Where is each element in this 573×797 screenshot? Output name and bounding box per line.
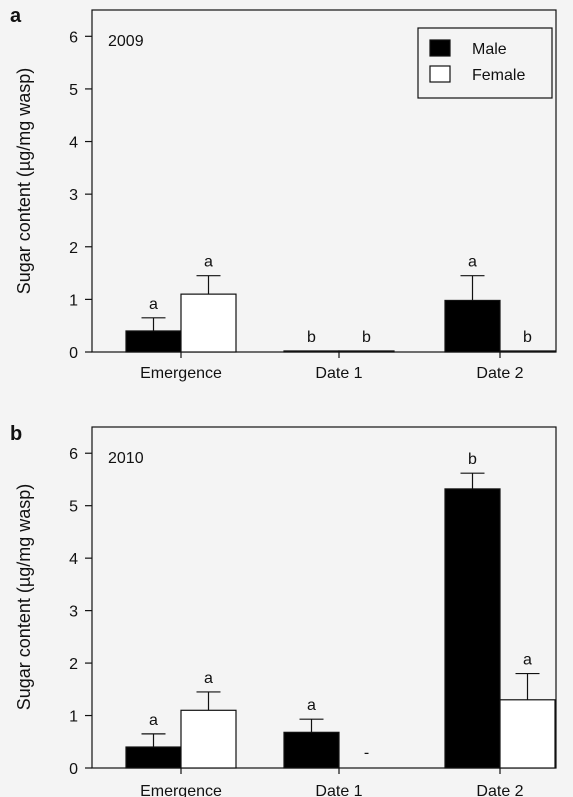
bar-female (499, 350, 556, 353)
y-tick-label: 3 (69, 187, 78, 204)
bar-male (125, 330, 182, 353)
significance-letter: a (204, 254, 213, 271)
significance-letter: a (468, 254, 477, 271)
panel-label: a (10, 5, 22, 27)
x-category-label: Emergence (140, 365, 222, 382)
significance-letter: a (307, 697, 316, 714)
y-axis-label: Sugar content (µg/mg wasp) (14, 68, 34, 294)
year-annotation: 2009 (108, 33, 144, 50)
y-axis-label: Sugar content (µg/mg wasp) (14, 484, 34, 710)
x-category-label: Date 1 (315, 783, 362, 797)
y-tick-label: 4 (69, 551, 78, 568)
legend-box (417, 27, 553, 99)
y-tick-label: 0 (69, 761, 78, 778)
significance-letter: b (523, 329, 532, 346)
legend-swatch-female (429, 65, 451, 83)
significance-letter: b (468, 451, 477, 468)
y-tick-label: 6 (69, 29, 78, 46)
y-tick-label: 5 (69, 499, 78, 516)
significance-letter: a (523, 652, 532, 669)
bar-male (283, 350, 340, 353)
legend-label: Male (472, 41, 507, 58)
significance-letter: a (149, 296, 158, 313)
significance-letter: b (307, 329, 316, 346)
x-category-label: Date 2 (476, 783, 523, 797)
y-tick-label: 1 (69, 292, 78, 309)
y-tick-label: 4 (69, 135, 78, 152)
y-tick-label: 5 (69, 82, 78, 99)
bar-female (180, 293, 237, 353)
significance-letter: a (204, 670, 213, 687)
significance-letter: a (149, 712, 158, 729)
y-tick-label: 1 (69, 709, 78, 726)
bar-male (444, 299, 501, 353)
bar-female (338, 350, 395, 353)
y-tick-label: 2 (69, 656, 78, 673)
x-category-label: Emergence (140, 783, 222, 797)
x-category-label: Date 1 (315, 365, 362, 382)
y-tick-label: 0 (69, 345, 78, 362)
y-tick-label: 2 (69, 240, 78, 257)
significance-letter: b (362, 329, 371, 346)
bar-male (283, 731, 340, 769)
bar-female (499, 699, 556, 769)
year-annotation: 2010 (108, 450, 144, 467)
y-tick-label: 3 (69, 604, 78, 621)
y-tick-label: 6 (69, 446, 78, 463)
legend-label: Female (472, 67, 525, 84)
legend-swatch-male (429, 39, 451, 57)
x-category-label: Date 2 (476, 365, 523, 382)
bar-male (444, 488, 501, 769)
significance-letter: - (364, 745, 369, 762)
bar-male (125, 746, 182, 769)
bar-female (180, 709, 237, 769)
panel-label: b (10, 423, 22, 445)
